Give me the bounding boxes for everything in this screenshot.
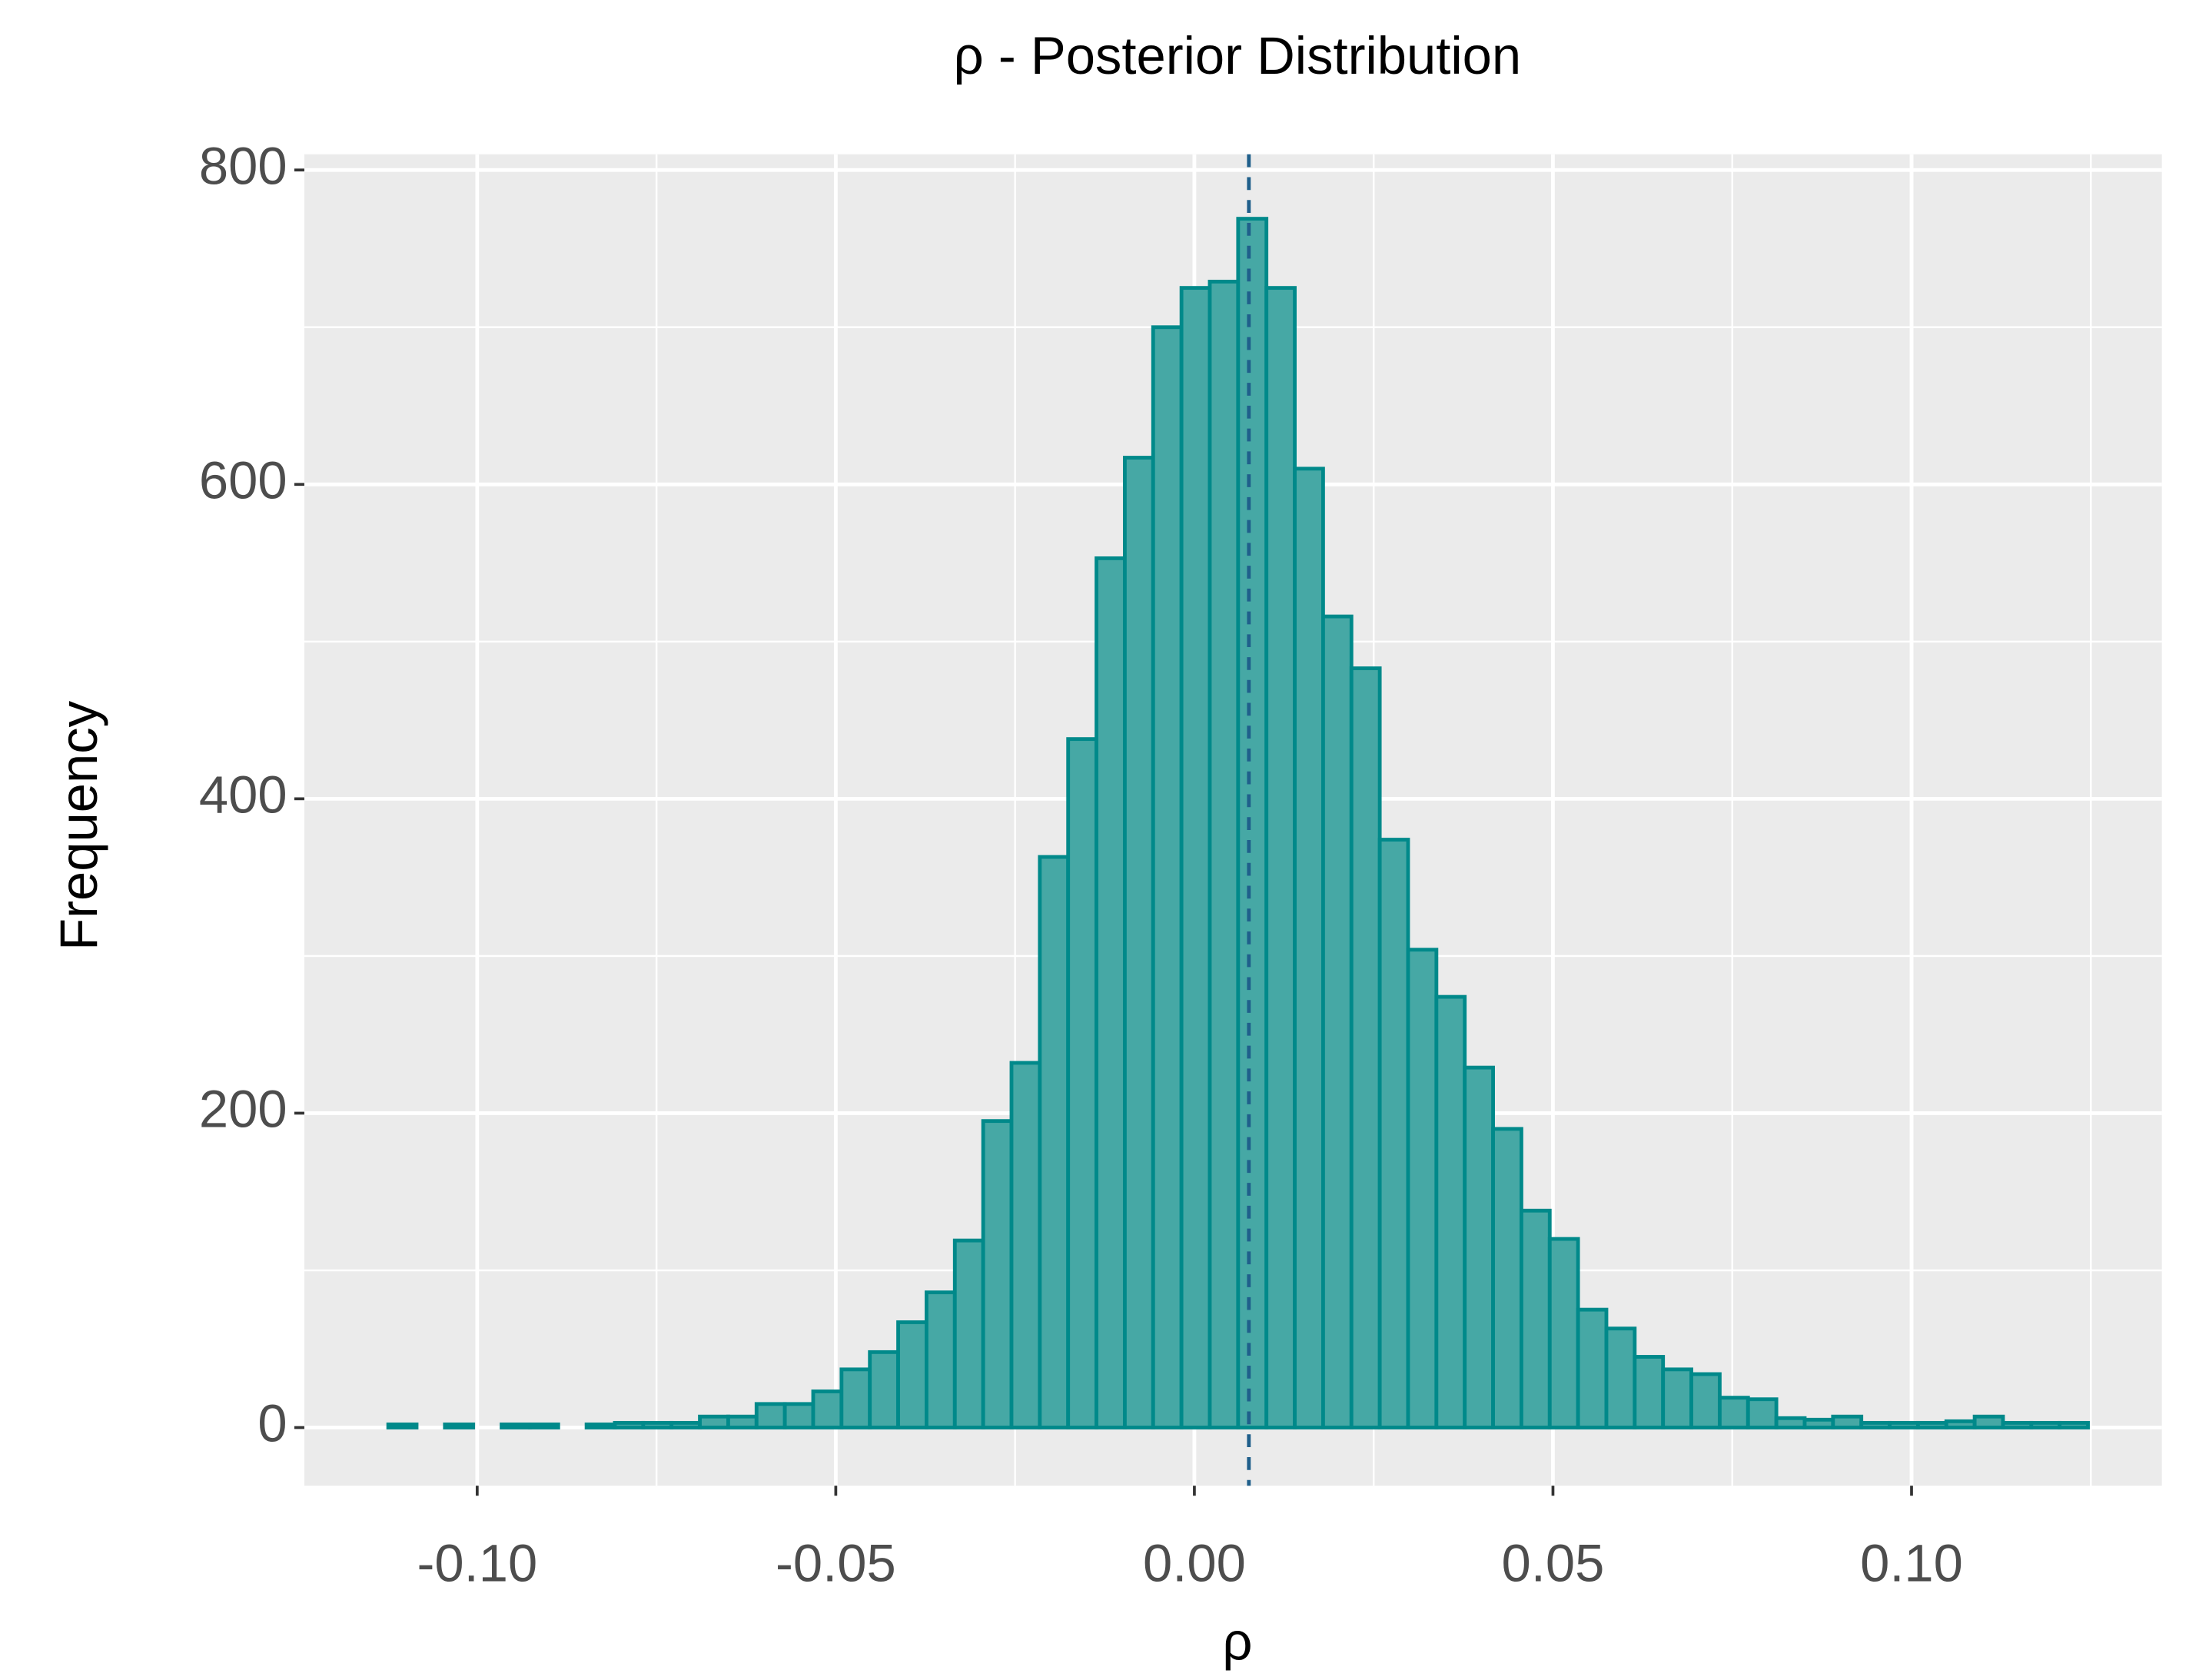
bar [839, 1367, 872, 1429]
bar [1604, 1326, 1637, 1429]
bar [1151, 325, 1184, 1429]
bar [952, 1238, 985, 1429]
bar [1519, 1208, 1552, 1429]
bar [981, 1119, 1014, 1429]
y-tick-label: 600 [199, 450, 287, 510]
bar [1661, 1367, 1693, 1429]
bar [1038, 855, 1071, 1429]
bar [500, 1423, 532, 1429]
bar [1576, 1307, 1609, 1429]
bar [1179, 286, 1212, 1429]
y-axis-title: Frequency [49, 700, 108, 950]
bar [1831, 1414, 1864, 1429]
bar [641, 1420, 674, 1429]
bar [1689, 1372, 1722, 1429]
bar [1802, 1417, 1835, 1429]
y-tick-label: 800 [199, 136, 287, 195]
bar [2058, 1420, 2090, 1429]
bar [1236, 217, 1269, 1429]
bar [1859, 1420, 1892, 1429]
x-axis-title: ρ [1222, 1612, 1252, 1672]
bar [669, 1420, 702, 1429]
bar [1633, 1355, 1666, 1429]
x-tick-label: -0.10 [417, 1533, 537, 1592]
bar [1746, 1397, 1779, 1429]
bar [1264, 286, 1297, 1429]
bar [1349, 666, 1382, 1429]
bar [1207, 280, 1241, 1429]
bar [1944, 1419, 1977, 1429]
bar [386, 1423, 419, 1429]
bar [1463, 1065, 1495, 1429]
bar [1972, 1414, 2005, 1429]
bar [1774, 1416, 1807, 1429]
y-tick-label: 400 [199, 765, 287, 825]
bar [1717, 1396, 1750, 1429]
bar [1434, 994, 1467, 1429]
bar [726, 1414, 759, 1429]
bar [613, 1420, 646, 1429]
bar [1377, 838, 1410, 1429]
bar [1888, 1420, 1920, 1429]
bar [1406, 948, 1439, 1429]
bar [811, 1389, 844, 1429]
x-tick-label: -0.05 [776, 1533, 896, 1592]
bar [1915, 1420, 1948, 1429]
x-tick-label: 0.05 [1502, 1533, 1605, 1592]
bar [698, 1414, 730, 1429]
bar [2001, 1420, 2034, 1429]
bar [1320, 614, 1354, 1429]
y-tick-label: 0 [257, 1394, 287, 1453]
bar [528, 1423, 560, 1429]
bar [443, 1423, 476, 1429]
bar [896, 1320, 928, 1429]
bar [1009, 1061, 1042, 1429]
bar [1293, 466, 1325, 1429]
bar [868, 1350, 900, 1429]
bar [1095, 556, 1127, 1429]
bar [2029, 1420, 2062, 1429]
bar [1547, 1237, 1580, 1429]
x-tick-label: 0.10 [1860, 1533, 1963, 1592]
bar [924, 1290, 957, 1429]
bar [782, 1402, 816, 1429]
bar [1066, 737, 1098, 1429]
x-tick-label: 0.00 [1143, 1533, 1246, 1592]
bar [754, 1402, 787, 1429]
bar [1122, 456, 1155, 1429]
y-tick-label: 200 [199, 1080, 287, 1139]
bar [1491, 1127, 1523, 1429]
chart-title: ρ - Posterior Distribution [954, 26, 1521, 85]
bar [584, 1423, 617, 1429]
